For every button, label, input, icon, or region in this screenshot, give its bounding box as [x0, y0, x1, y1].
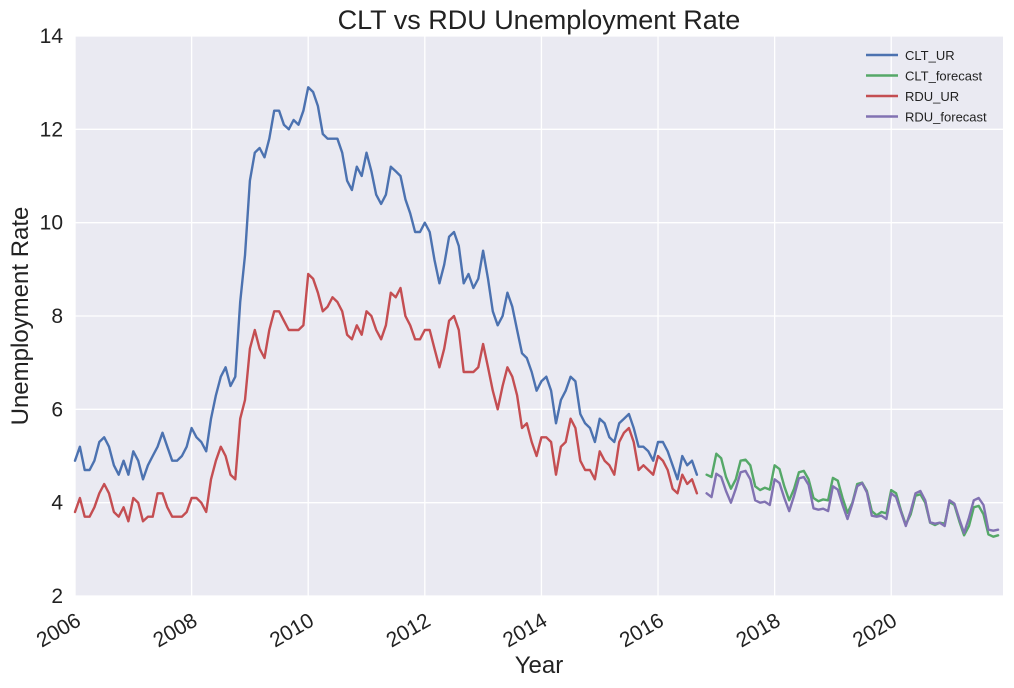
series-clt-ur-line	[73, 86, 699, 481]
x-tick-label: 2008	[149, 609, 201, 652]
x-tick-label: 2016	[616, 609, 668, 652]
x-tick-label: 2018	[732, 609, 784, 652]
y-tick-label: 14	[40, 25, 64, 48]
y-tick-label: 2	[51, 585, 63, 608]
legend: CLT_UR CLT_forecast RDU_UR RDU_forecast	[866, 48, 987, 125]
series-rdu-ur-line	[73, 272, 699, 523]
y-tick-label: 12	[40, 118, 63, 141]
y-tick-label: 8	[51, 305, 63, 328]
legend-label: RDU_forecast	[905, 110, 987, 125]
x-tick-label: 2014	[499, 609, 551, 652]
y-tick-labels: 2 4 6 8 10 12 14	[40, 25, 64, 608]
x-tick-label: 2010	[266, 609, 318, 652]
x-tick-label: 2012	[383, 609, 435, 652]
legend-label: CLT_forecast	[905, 69, 982, 84]
y-axis-label: Unemployment Rate	[7, 207, 34, 426]
y-tick-label: 4	[51, 492, 63, 515]
series-rdu-forecast-line	[705, 469, 1000, 535]
x-tick-label: 2020	[849, 609, 901, 652]
grid-lines	[74, 35, 1003, 597]
legend-label: RDU_UR	[905, 89, 959, 104]
series-lines	[73, 86, 1000, 538]
x-tick-labels: 2006 2008 2010 2012 2014 2016 2018 2020	[33, 609, 901, 652]
chart-title: CLT vs RDU Unemployment Rate	[338, 5, 741, 35]
legend-label: CLT_UR	[905, 48, 955, 63]
y-tick-label: 10	[40, 212, 63, 235]
y-tick-label: 6	[51, 398, 63, 421]
x-axis-label: Year	[515, 652, 564, 679]
x-tick-label: 2006	[33, 609, 85, 652]
